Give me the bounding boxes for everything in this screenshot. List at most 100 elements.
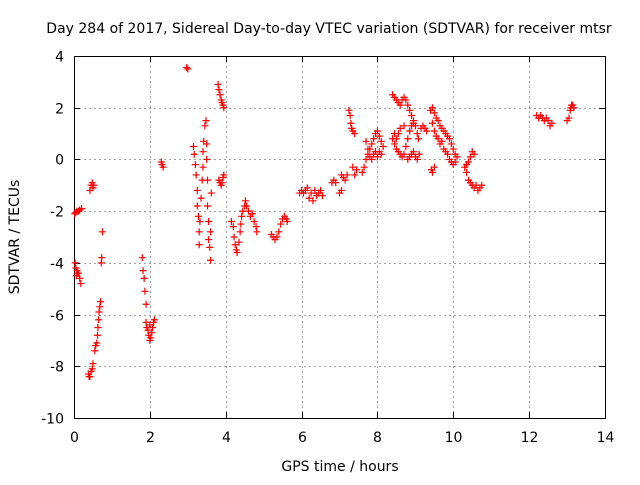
x-tick-label: 0 — [70, 430, 79, 446]
data-point — [396, 101, 404, 109]
data-point — [184, 65, 192, 73]
y-tick-label: -10 — [41, 412, 64, 428]
x-tick-label: 14 — [597, 430, 615, 446]
data-point — [353, 166, 361, 174]
data-point — [337, 186, 345, 194]
data-point — [220, 171, 228, 179]
data-point — [305, 194, 313, 202]
data-point — [409, 148, 417, 156]
data-points — [71, 64, 578, 381]
data-point — [430, 163, 438, 171]
data-point — [478, 181, 486, 189]
data-point — [346, 111, 354, 119]
data-point — [195, 241, 203, 249]
x-tick-label: 10 — [445, 430, 463, 446]
data-point — [390, 130, 398, 138]
grid — [74, 56, 605, 418]
data-point — [142, 300, 150, 308]
data-point — [95, 308, 103, 316]
data-point — [202, 117, 210, 125]
data-point — [142, 318, 150, 326]
data-point — [307, 189, 315, 197]
data-point — [86, 373, 94, 381]
x-tick-label: 8 — [373, 430, 382, 446]
data-point — [273, 233, 281, 241]
x-tick-label: 6 — [298, 430, 307, 446]
data-point — [368, 140, 376, 148]
data-point — [470, 150, 478, 158]
data-point — [444, 150, 452, 158]
data-point — [317, 186, 325, 194]
data-point — [373, 127, 381, 135]
data-point — [93, 339, 101, 347]
data-point — [409, 119, 417, 127]
data-point — [236, 228, 244, 236]
data-point — [204, 176, 212, 184]
data-point — [193, 186, 201, 194]
data-point — [406, 127, 414, 135]
data-point — [89, 360, 97, 368]
data-point — [159, 163, 167, 171]
data-point — [233, 249, 241, 257]
data-point — [237, 220, 245, 228]
data-point — [220, 104, 228, 112]
data-point — [195, 228, 203, 236]
data-point — [343, 171, 351, 179]
data-point — [362, 137, 370, 145]
data-point — [203, 155, 211, 163]
data-point — [88, 365, 96, 373]
data-point — [373, 153, 381, 161]
y-tick-label: 4 — [55, 50, 64, 66]
data-point — [277, 220, 285, 228]
data-point — [230, 233, 238, 241]
data-point — [364, 145, 372, 153]
x-tick-label: 2 — [146, 430, 155, 446]
data-point — [318, 192, 326, 200]
data-point — [205, 217, 213, 225]
data-point — [404, 101, 412, 109]
data-point — [90, 181, 98, 189]
data-point — [389, 135, 397, 143]
data-point — [216, 91, 224, 99]
data-point — [227, 217, 235, 225]
data-point — [98, 254, 106, 262]
data-point — [463, 168, 471, 176]
data-point — [243, 202, 251, 210]
data-point — [214, 80, 222, 88]
data-point — [77, 280, 85, 288]
data-point — [218, 179, 226, 187]
data-point — [203, 140, 211, 148]
data-point — [434, 135, 442, 143]
data-point — [215, 86, 223, 94]
data-point — [231, 241, 239, 249]
data-point — [415, 150, 423, 158]
data-point — [345, 106, 353, 114]
data-point — [375, 132, 383, 140]
y-tick-label: -4 — [50, 257, 64, 273]
data-point — [347, 119, 355, 127]
data-point — [430, 127, 438, 135]
data-point — [379, 143, 387, 150]
data-point — [78, 205, 86, 213]
data-point — [140, 274, 148, 282]
data-point — [351, 130, 359, 138]
data-point — [183, 64, 191, 72]
data-point — [150, 316, 158, 324]
y-axis: -10 -8 -6 -4 -2 0 2 4 — [41, 50, 605, 428]
data-point — [400, 150, 408, 158]
data-point — [189, 143, 197, 150]
data-point — [139, 267, 147, 275]
data-point — [402, 143, 410, 150]
data-point — [252, 223, 260, 231]
plot-frame — [74, 56, 606, 419]
data-point — [451, 158, 459, 166]
data-point — [241, 197, 249, 205]
data-point — [400, 122, 408, 130]
data-point — [464, 158, 472, 166]
data-point — [332, 179, 340, 187]
data-point — [235, 238, 243, 246]
data-point — [94, 331, 102, 339]
data-point — [449, 145, 457, 153]
data-point — [309, 197, 317, 205]
data-point — [428, 104, 436, 112]
